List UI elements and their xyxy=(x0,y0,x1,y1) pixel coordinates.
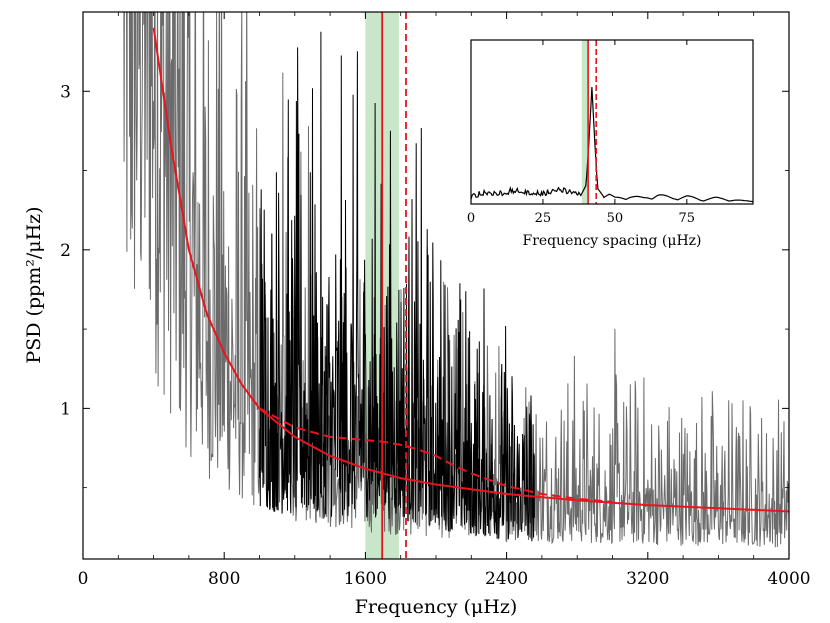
inset-x-tick-label: 0 xyxy=(467,211,475,226)
spectrum-full-range xyxy=(123,12,789,548)
x-tick-label: 3200 xyxy=(626,569,669,589)
x-tick-label: 2400 xyxy=(485,569,528,589)
main-series-layer xyxy=(123,12,789,548)
inset-highlight-spans xyxy=(581,40,588,204)
inset-frame xyxy=(470,39,754,205)
inset-x-tick-label: 75 xyxy=(679,211,696,226)
main-reference-lines xyxy=(381,12,407,559)
autocorrelation-curve xyxy=(471,86,753,203)
oscillation-excess-fit xyxy=(259,407,613,503)
background-fit xyxy=(152,27,789,513)
inset-x-tick-label: 25 xyxy=(535,211,552,226)
x-axis-label: Frequency (μHz) xyxy=(355,596,518,618)
main-axis-ticks: 0 800 1600 2400 3200 4000 1 2 3 xyxy=(60,12,811,589)
inset-x-axis-label: Frequency spacing (μHz) xyxy=(522,233,701,249)
y-tick-label: 3 xyxy=(60,82,71,102)
y-axis-label: PSD (ppm²/μHz) xyxy=(23,206,45,363)
y-tick-label: 1 xyxy=(60,399,71,419)
x-tick-label: 800 xyxy=(208,569,240,589)
y-tick-label: 2 xyxy=(60,241,71,261)
inset-background xyxy=(471,40,753,204)
x-tick-label: 0 xyxy=(78,569,89,589)
inset-series-layer xyxy=(471,86,753,203)
spectrum-analysis-range xyxy=(259,31,535,541)
x-tick-label: 1600 xyxy=(344,569,387,589)
inset-x-tick-label: 50 xyxy=(607,211,624,226)
inset-uncertainty-span xyxy=(581,40,588,204)
inset-reference-lines xyxy=(587,40,597,204)
x-tick-label: 4000 xyxy=(767,569,810,589)
inset-axis-ticks: 0 25 50 75 xyxy=(467,40,695,226)
